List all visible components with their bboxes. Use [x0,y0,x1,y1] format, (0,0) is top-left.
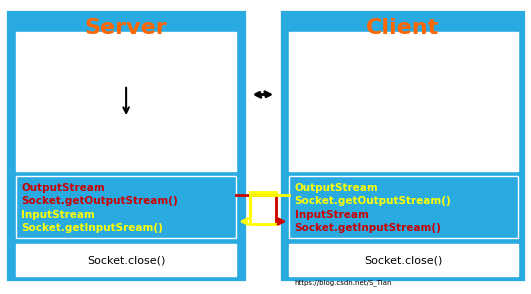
Bar [289,32,518,171]
Text: Socket.getInputStream(): Socket.getInputStream() [295,223,442,233]
Text: ServerSocket(int port): ServerSocket(int port) [64,51,188,61]
Text: Socket.getOutputStream(): Socket.getOutputStream() [295,196,451,206]
Bar [289,244,518,276]
Text: OutputStream: OutputStream [21,183,105,193]
Bar [16,244,236,276]
Text: Socket.getOutputStream(): Socket.getOutputStream() [21,196,178,206]
Text: OutputStream: OutputStream [295,183,379,193]
Text: Server: Server [85,18,167,38]
Text: Socket accept(): Socket accept() [83,149,169,159]
Text: address, int port): address, int port) [355,110,452,120]
Text: Client: Client [366,18,439,38]
Text: https://blog.csdn.net/S_Tian: https://blog.csdn.net/S_Tian [295,279,392,285]
Text: Socket.close(): Socket.close() [87,255,165,265]
Bar [250,192,276,224]
Text: Socket.close(): Socket.close() [364,255,443,265]
Bar [16,32,236,171]
Text: Socket(InetAddress: Socket(InetAddress [350,69,457,79]
Bar [289,176,518,238]
Text: InputStream: InputStream [295,210,369,220]
Bar [5,9,247,282]
Text: Socket.getInputSream(): Socket.getInputSream() [21,223,163,233]
Bar [279,9,526,282]
Bar [16,176,236,238]
Text: InputStream: InputStream [21,210,95,220]
